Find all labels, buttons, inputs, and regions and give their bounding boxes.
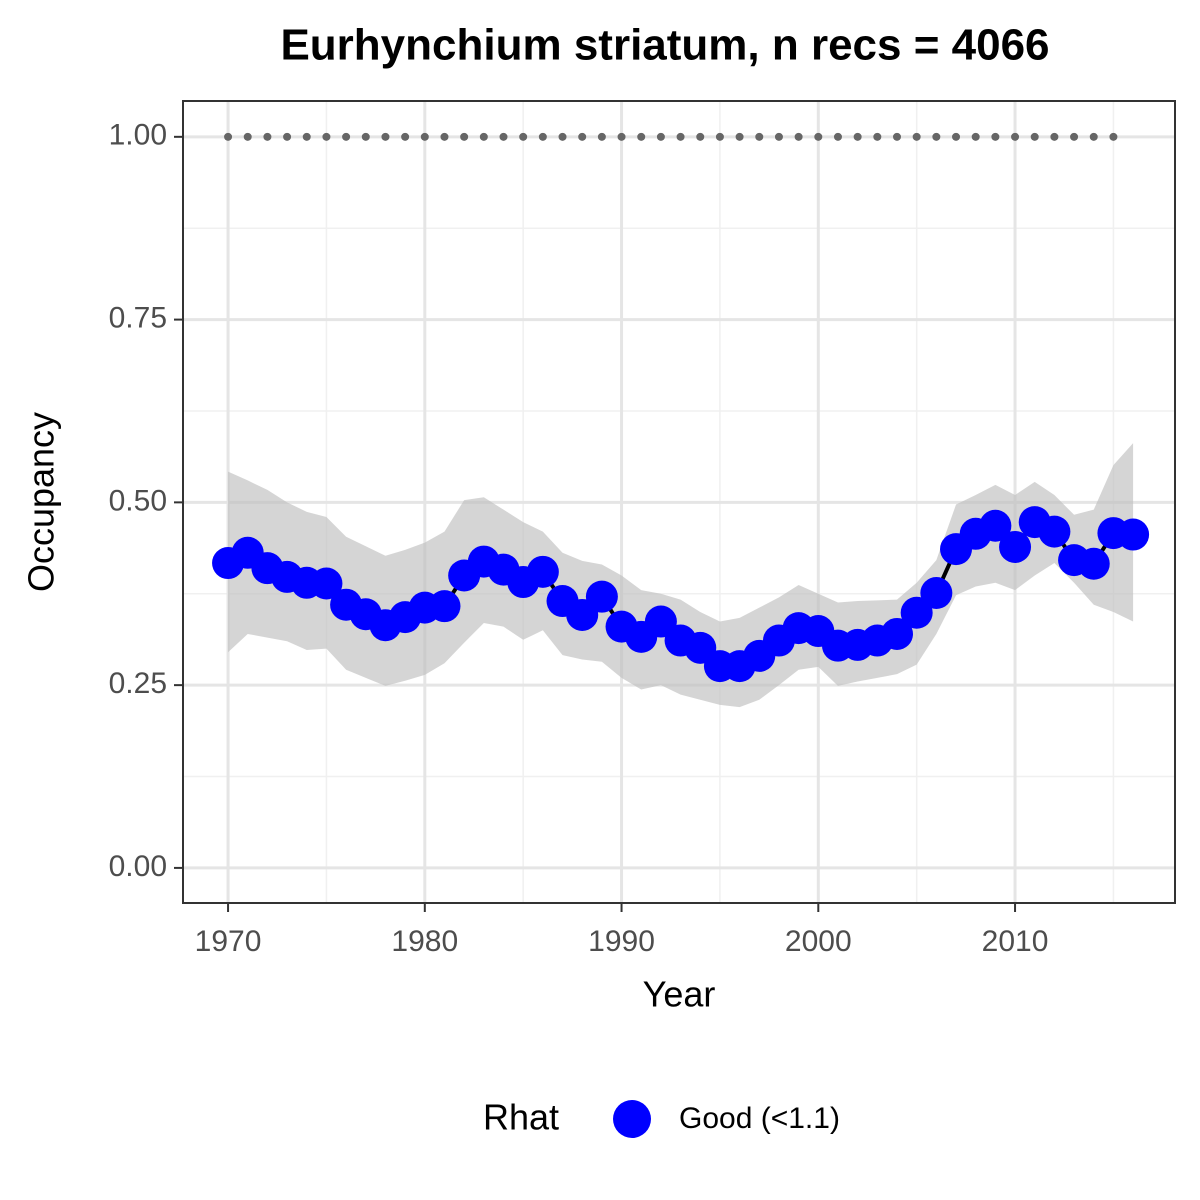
data-point <box>585 580 618 613</box>
dotted-line-point <box>952 132 961 141</box>
data-point <box>900 596 933 629</box>
data-point <box>920 577 953 610</box>
dotted-line-point <box>991 132 1000 141</box>
dotted-line-point <box>578 132 587 141</box>
dotted-line-point <box>460 132 469 141</box>
dotted-line-point <box>224 132 233 141</box>
dotted-line-point <box>853 132 862 141</box>
dotted-line-point <box>971 132 980 141</box>
dotted-line-point <box>263 132 272 141</box>
legend-label: Good (<1.1) <box>679 1102 840 1135</box>
dotted-line-point <box>420 132 429 141</box>
dotted-line-point <box>715 132 724 141</box>
dotted-line-point <box>381 132 390 141</box>
dotted-line-point <box>499 132 508 141</box>
dotted-line-point <box>1011 132 1020 141</box>
data-point <box>310 567 343 600</box>
panel-border <box>182 100 1176 904</box>
dotted-line-point <box>538 132 547 141</box>
dotted-line-point <box>892 132 901 141</box>
dotted-line-point <box>342 132 351 141</box>
data-point <box>1038 515 1071 548</box>
dotted-line-point <box>617 132 626 141</box>
dotted-line-point <box>401 132 410 141</box>
dotted-line-point <box>794 132 803 141</box>
data-point <box>428 590 461 623</box>
y-tick-label: 1.00 <box>109 119 167 152</box>
dotted-line-point <box>774 132 783 141</box>
y-tick-label: 0.00 <box>109 850 167 883</box>
dotted-line-point <box>1050 132 1059 141</box>
x-tick-label: 1990 <box>588 925 655 958</box>
dotted-line-point <box>558 132 567 141</box>
dotted-line-point <box>322 132 331 141</box>
x-tick-label: 2010 <box>982 925 1049 958</box>
y-tick-label: 0.75 <box>109 302 167 335</box>
dotted-line-point <box>637 132 646 141</box>
dotted-line-point <box>302 132 311 141</box>
x-tick-label: 1980 <box>391 925 458 958</box>
y-tick-label: 0.25 <box>109 667 167 700</box>
dotted-line-point <box>814 132 823 141</box>
data-point <box>999 530 1032 563</box>
dotted-line-point <box>283 132 292 141</box>
data-point <box>1117 518 1150 551</box>
dotted-line-point <box>676 132 685 141</box>
dotted-line-point <box>597 132 606 141</box>
x-tick-label: 2000 <box>785 925 852 958</box>
dotted-line-point <box>873 132 882 141</box>
legend-title: Rhat <box>483 1097 559 1138</box>
dotted-line-point <box>243 132 252 141</box>
y-tick-label: 0.50 <box>109 484 167 517</box>
dotted-line-point <box>833 132 842 141</box>
dotted-line-point <box>696 132 705 141</box>
data-point <box>526 555 559 588</box>
data-point <box>880 617 913 650</box>
dotted-line-point <box>479 132 488 141</box>
data-point <box>1077 547 1110 580</box>
x-tick-label: 1970 <box>195 925 262 958</box>
dotted-line-point <box>755 132 764 141</box>
dotted-line-point <box>1089 132 1098 141</box>
dotted-line-point <box>912 132 921 141</box>
dotted-line-point <box>440 132 449 141</box>
dotted-line-point <box>656 132 665 141</box>
dotted-line-point <box>1109 132 1118 141</box>
y-axis-title: Occupancy <box>21 412 62 592</box>
dotted-line-point <box>519 132 528 141</box>
data-point <box>644 605 677 638</box>
dotted-line-point <box>1070 132 1079 141</box>
dotted-line-point <box>932 132 941 141</box>
x-axis-title: Year <box>643 974 716 1015</box>
chart-title: Eurhynchium striatum, n recs = 4066 <box>280 21 1049 70</box>
data-point <box>979 509 1012 542</box>
dotted-line-point <box>361 132 370 141</box>
dotted-line-point <box>735 132 744 141</box>
legend-marker <box>613 1100 651 1138</box>
dotted-line-point <box>1030 132 1039 141</box>
